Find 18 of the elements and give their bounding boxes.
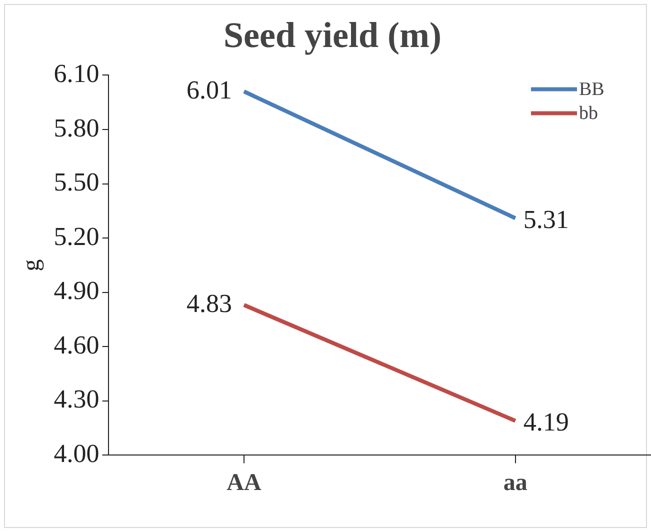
y-tick-label: 4.90 [54, 276, 100, 306]
data-label: 6.01 [186, 75, 232, 104]
y-tick-label: 5.80 [54, 113, 100, 142]
y-tick-label: 5.20 [54, 222, 100, 251]
y-tick-label: 6.10 [54, 59, 100, 88]
y-tick-label: 4.00 [54, 439, 100, 468]
y-tick-label: 4.60 [54, 330, 100, 360]
y-tick-label: 5.50 [54, 168, 100, 197]
data-label: 4.83 [186, 288, 232, 318]
x-tick-label: aa [503, 470, 528, 496]
x-tick-label: AA [226, 470, 262, 496]
y-tick-label: 4.30 [54, 384, 100, 414]
chart-title: Seed yield (m) [224, 14, 442, 55]
y-axis-title: g [18, 259, 45, 272]
data-label: 5.31 [523, 204, 569, 234]
legend-label: BB [579, 79, 604, 100]
legend-label: bb [579, 103, 598, 124]
data-label: 4.19 [523, 408, 569, 437]
